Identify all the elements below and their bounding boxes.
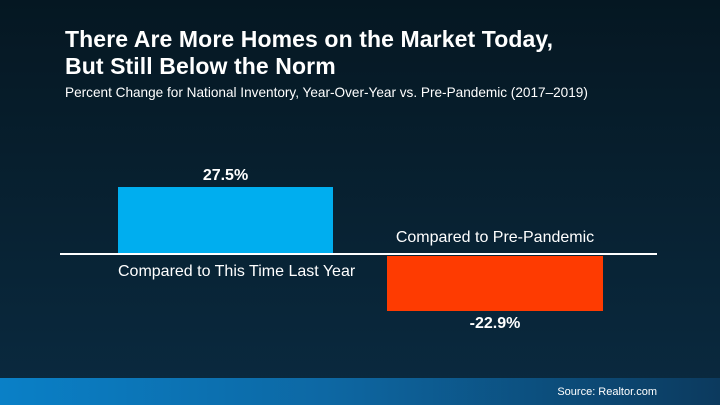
source-attribution: Source: Realtor.com [557,385,657,398]
page-title-line-1: There Are More Homes on the Market Today… [65,26,554,52]
title-block: There Are More Homes on the Market Today… [65,26,553,79]
value-label-positive: 27.5% [202,167,249,184]
bar-chart: 27.5% Compared to This Time Last Year Co… [0,140,720,360]
bar-year-over-year [118,187,333,253]
value-label-negative: -22.9% [469,315,521,332]
category-label-last-year: Compared to This Time Last Year [118,263,356,280]
baseline-axis [60,253,657,255]
footer-bar: Source: Realtor.com [0,378,720,405]
page-title-line-2: But Still Below the Norm [65,52,336,79]
category-label-pre-pandemic: Compared to Pre-Pandemic [395,229,595,246]
chart-subtitle: Percent Change for National Inventory, Y… [65,85,588,100]
bar-pre-pandemic [387,256,603,311]
